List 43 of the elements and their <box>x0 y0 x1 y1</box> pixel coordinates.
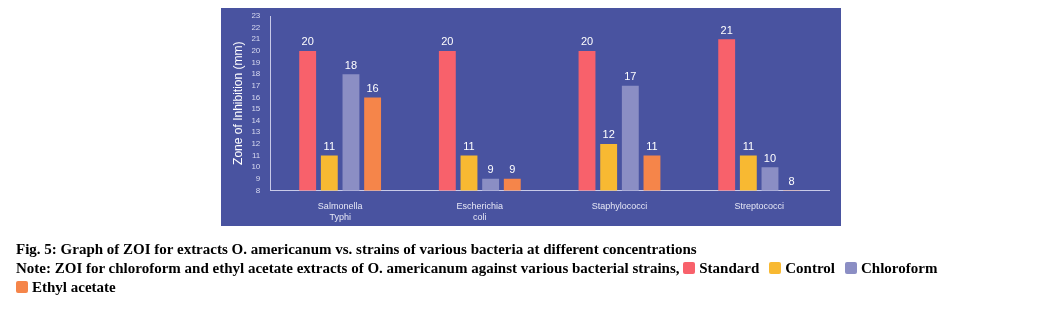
y-tick-label: 10 <box>251 162 261 172</box>
legend-label: Control <box>784 260 836 276</box>
data-label: 12 <box>602 128 615 141</box>
data-label: 9 <box>509 163 516 176</box>
y-tick-label: 23 <box>251 11 261 21</box>
data-label: 11 <box>323 140 336 153</box>
data-label: 21 <box>720 23 733 36</box>
y-tick-label: 14 <box>251 115 261 125</box>
y-tick-label: 22 <box>251 22 261 32</box>
data-label: 17 <box>624 70 637 83</box>
data-label: 11 <box>646 140 658 153</box>
data-label: 8 <box>788 174 795 187</box>
legend-label: Ethyl acetate <box>31 279 116 295</box>
y-tick-label: 12 <box>251 139 261 149</box>
x-tick-label: Staphylococci <box>591 201 648 212</box>
text: Note: ZOI for chloroform and ethyl acetate extracts of O. americanum against various bacterial strains, <box>16 260 681 276</box>
data-label: 20 <box>301 35 314 48</box>
y-tick-label: 18 <box>251 69 261 79</box>
y-tick-label: 20 <box>251 46 261 56</box>
y-tick-label: 9 <box>255 173 261 183</box>
y-tick-label: 11 <box>251 150 261 160</box>
data-label: 18 <box>344 58 358 71</box>
x-tick-label: Salmonella Typhi <box>317 201 363 223</box>
y-tick-label: 8 <box>255 185 261 195</box>
y-axis-title: Zone of Inhibition (mm) <box>230 41 245 165</box>
data-label: 9 <box>487 163 494 176</box>
y-tick-label: 17 <box>251 80 261 90</box>
y-tick-label: 15 <box>251 104 261 114</box>
data-label: 10 <box>763 151 777 164</box>
x-tick-label: Streptococci <box>734 201 784 212</box>
y-tick-label: 19 <box>251 57 261 67</box>
y-tick-label: 21 <box>251 34 261 44</box>
data-label: 11 <box>463 140 475 153</box>
data-label: 11 <box>742 140 755 153</box>
data-label: 20 <box>441 35 454 48</box>
data-label: 16 <box>366 81 379 94</box>
x-tick-label: Escherichia coli <box>456 201 504 223</box>
y-tick-label: 16 <box>251 92 261 102</box>
text: Fig. 5: Graph of ZOI for extracts O. americanum vs. strains of various bacteria at different concentrations <box>16 240 698 259</box>
y-tick-label: 13 <box>251 127 261 137</box>
data-label: 20 <box>580 35 594 48</box>
legend-label: Standard <box>698 260 760 276</box>
legend-label: Chloroform <box>860 260 938 276</box>
